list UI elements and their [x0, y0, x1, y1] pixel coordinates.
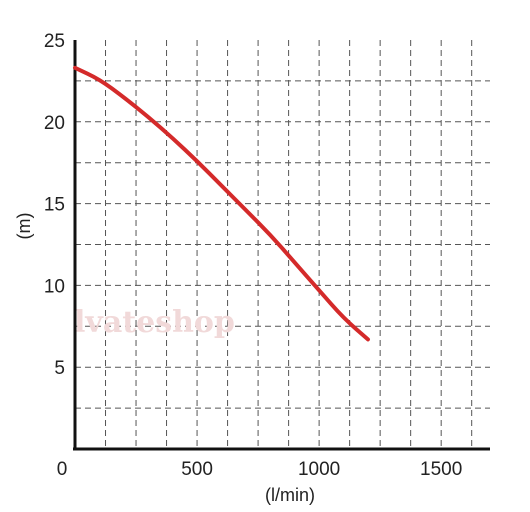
y-tick-label: 5 — [54, 358, 65, 379]
x-tick-label: 0 — [57, 459, 68, 480]
y-axis-label: (m) — [14, 213, 34, 240]
y-tick-label: 20 — [44, 113, 65, 134]
x-tick-label: 500 — [181, 459, 213, 480]
y-tick-labels: 5 10 15 20 25 — [44, 31, 65, 379]
x-axis-label: (l/min) — [265, 485, 315, 505]
y-tick-label: 15 — [44, 195, 65, 216]
x-tick-label: 1500 — [420, 459, 462, 480]
watermark: lvateshop — [74, 305, 235, 340]
series-line-head-curve — [73, 65, 370, 342]
x-tick-labels: 0 500 1000 1500 — [57, 459, 463, 480]
x-tick-label: 1000 — [298, 459, 340, 480]
horizontal-gridlines — [75, 80, 490, 409]
y-tick-label: 10 — [44, 276, 65, 297]
y-tick-label: 25 — [44, 31, 65, 52]
